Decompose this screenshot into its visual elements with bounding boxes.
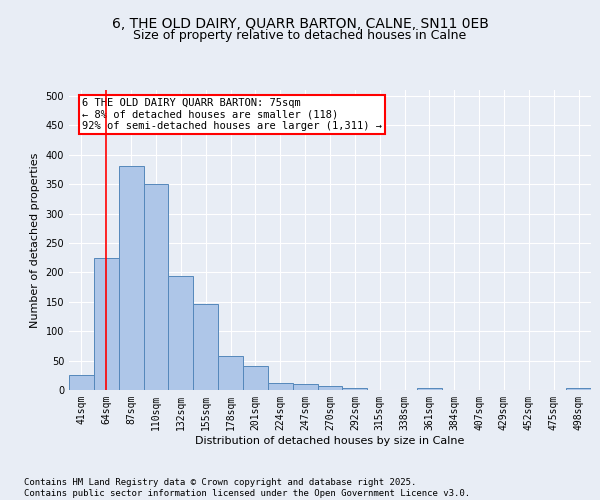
Bar bbox=[243, 366, 268, 390]
Text: Contains HM Land Registry data © Crown copyright and database right 2025.
Contai: Contains HM Land Registry data © Crown c… bbox=[24, 478, 470, 498]
Bar bbox=[119, 166, 143, 390]
Bar bbox=[268, 383, 293, 390]
Bar bbox=[218, 356, 243, 390]
Text: 6, THE OLD DAIRY, QUARR BARTON, CALNE, SN11 0EB: 6, THE OLD DAIRY, QUARR BARTON, CALNE, S… bbox=[112, 18, 488, 32]
Text: 6 THE OLD DAIRY QUARR BARTON: 75sqm
← 8% of detached houses are smaller (118)
92: 6 THE OLD DAIRY QUARR BARTON: 75sqm ← 8%… bbox=[82, 98, 382, 131]
Bar bbox=[193, 304, 218, 390]
Text: Size of property relative to detached houses in Calne: Size of property relative to detached ho… bbox=[133, 29, 467, 42]
Bar bbox=[169, 276, 193, 390]
Bar bbox=[143, 184, 169, 390]
Y-axis label: Number of detached properties: Number of detached properties bbox=[30, 152, 40, 328]
Bar bbox=[94, 258, 119, 390]
Bar bbox=[293, 384, 317, 390]
Bar bbox=[566, 388, 591, 390]
Bar bbox=[317, 386, 343, 390]
Bar bbox=[343, 388, 367, 390]
X-axis label: Distribution of detached houses by size in Calne: Distribution of detached houses by size … bbox=[196, 436, 464, 446]
Bar bbox=[69, 376, 94, 390]
Bar bbox=[417, 388, 442, 390]
